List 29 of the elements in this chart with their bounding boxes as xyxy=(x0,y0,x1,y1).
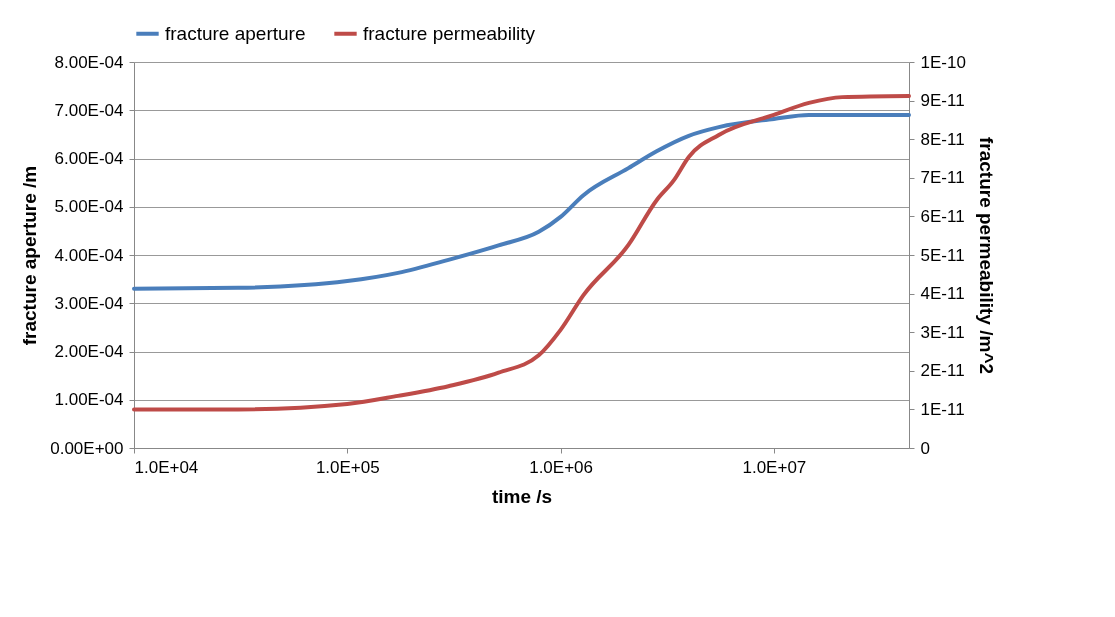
y-tick-label: 4.00E-04 xyxy=(54,245,124,265)
legend-label: fracture permeability xyxy=(363,22,536,44)
y2-tick-label: 7E-11 xyxy=(920,168,965,188)
x-tick-label: 1.0E+07 xyxy=(742,457,807,477)
y-axis-title: fracture aperture /m xyxy=(19,165,41,346)
x-tick-label: 1.0E+06 xyxy=(529,457,593,477)
y2-tick-label: 3E-11 xyxy=(920,322,965,342)
y-tick-label: 0.00E+00 xyxy=(50,438,124,458)
legend-label: fracture aperture xyxy=(165,22,306,44)
y2-tick-label: 8E-11 xyxy=(920,129,965,149)
y2-tick-label: 5E-11 xyxy=(920,245,965,265)
x-axis-title: time /s xyxy=(491,485,553,507)
y2-tick-label: 0 xyxy=(920,438,930,458)
y-tick-label: 2.00E-04 xyxy=(54,342,124,361)
y-tick-label: 1.00E-04 xyxy=(54,390,124,410)
x-tick-label: 1.0E+05 xyxy=(315,457,380,477)
y-tick-label: 7.00E-04 xyxy=(54,100,124,120)
y2-axis-title: fracture permeability /m^2 xyxy=(975,136,997,375)
y2-tick-label: 1E-11 xyxy=(920,399,965,419)
y-tick-label: 3.00E-04 xyxy=(54,293,124,313)
x-tick-label: 1.0E+04 xyxy=(134,457,199,477)
y-tick-label: 5.00E-04 xyxy=(54,197,124,217)
y-tick-label: 8.00E-04 xyxy=(54,52,124,72)
y2-tick-label: 2E-11 xyxy=(920,361,965,381)
y2-tick-label: 4E-11 xyxy=(920,284,965,304)
y2-tick-label: 6E-11 xyxy=(920,206,965,226)
y2-tick-label: 9E-11 xyxy=(920,91,965,111)
y-tick-label: 6.00E-04 xyxy=(54,149,124,168)
y2-tick-label: 1E-10 xyxy=(920,52,966,72)
